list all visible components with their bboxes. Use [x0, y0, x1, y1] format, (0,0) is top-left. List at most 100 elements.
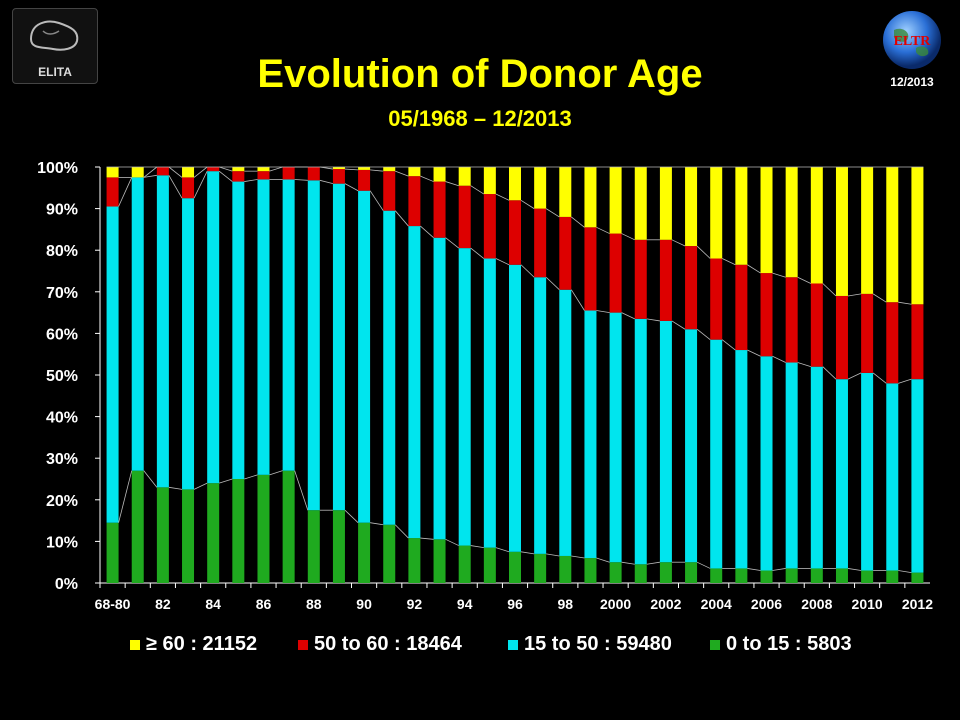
- bar-0to15-81: [131, 470, 144, 583]
- series-connector: [344, 183, 359, 192]
- series-connector: [370, 169, 384, 172]
- bar-ge60-92: [408, 167, 421, 177]
- bar-50to60-96: [509, 200, 521, 265]
- legend-label-50to60: 50 to 60 : 18464: [314, 633, 462, 655]
- y-tick-label: 20%: [46, 493, 78, 510]
- bar-50to60-68-80: [106, 177, 119, 207]
- page-subtitle: 05/1968 – 12/2013: [388, 106, 572, 131]
- bar-15to50-99: [584, 310, 597, 559]
- y-tick-label: 40%: [46, 410, 78, 427]
- bar-15to50-84: [207, 171, 220, 484]
- bar-50to60-98: [559, 216, 572, 290]
- bar-0to15-2000: [609, 562, 622, 583]
- series-connector: [394, 524, 409, 539]
- x-tick-label: 90: [356, 596, 372, 612]
- bar-0to15-89: [332, 510, 345, 583]
- bar-ge60-83: [182, 167, 195, 178]
- legend-item-ge60: ≥ 60 : 21152: [130, 633, 257, 656]
- series-connector: [520, 199, 535, 209]
- x-tick-label: 86: [256, 596, 272, 612]
- series-connector: [571, 555, 585, 559]
- series-connector: [143, 470, 158, 488]
- bar-0to15-93: [433, 539, 446, 583]
- bar-0to15-2007: [785, 568, 798, 583]
- series-connector: [596, 310, 610, 313]
- series-connector: [747, 568, 761, 571]
- x-tick-label: 96: [507, 596, 523, 612]
- series-connector: [872, 293, 887, 303]
- bar-ge60-95: [483, 167, 496, 195]
- series-connector: [772, 355, 786, 363]
- bar-ge60-99: [584, 167, 597, 228]
- bar-15to50-96: [509, 264, 521, 552]
- series-connector: [269, 166, 283, 172]
- bar-ge60-94: [458, 167, 471, 186]
- bar-15to50-2006: [760, 356, 773, 571]
- bar-15to50-2011: [886, 383, 899, 571]
- bar-0to15-82: [156, 487, 169, 583]
- y-tick-label: 80%: [46, 243, 78, 260]
- bar-0to15-91: [383, 524, 396, 583]
- series-connector: [898, 301, 912, 305]
- bar-50to60-2010: [861, 293, 874, 373]
- x-tick-label: 88: [306, 596, 322, 612]
- bar-ge60-96: [509, 167, 521, 201]
- series-connector: [545, 276, 560, 291]
- bar-ge60-2008: [810, 167, 823, 284]
- bar-15to50-94: [458, 248, 471, 546]
- x-tick-label: 92: [407, 596, 423, 612]
- series-connector: [370, 522, 384, 526]
- bar-15to50-81: [131, 177, 144, 471]
- legend-label-15to50: 15 to 50 : 59480: [524, 633, 672, 655]
- x-tick-label: 94: [457, 596, 473, 612]
- legend-swatch-50to60: [298, 639, 308, 650]
- series-connector: [118, 177, 133, 207]
- bar-0to15-2004: [710, 568, 723, 583]
- y-tick-label: 70%: [46, 285, 78, 302]
- bar-0to15-94: [458, 545, 471, 583]
- series-connector: [294, 470, 309, 511]
- bar-15to50-90: [358, 190, 371, 523]
- globe-icon: ELTR: [883, 11, 941, 69]
- bar-15to50-2012: [911, 379, 924, 573]
- y-tick-label: 60%: [46, 326, 78, 343]
- elita-logo: ELITA: [12, 8, 98, 84]
- series-connector: [193, 482, 208, 490]
- bar-0to15-95: [483, 547, 496, 583]
- bar-ge60-89: [332, 167, 345, 170]
- legend-swatch-15to50: [508, 639, 518, 650]
- series-connector: [721, 339, 736, 351]
- series-connector: [520, 264, 535, 278]
- series-connector: [847, 372, 862, 380]
- legend-swatch-ge60: [130, 639, 140, 650]
- bar-15to50-85: [232, 181, 245, 479]
- bar-0to15-68-80: [106, 522, 119, 583]
- series-connector: [596, 557, 610, 563]
- series-connector: [244, 474, 258, 480]
- series-connector: [143, 174, 157, 178]
- bar-15to50-88: [307, 180, 320, 511]
- series-connector: [822, 283, 837, 297]
- legend-item-50to60: 50 to 60 : 18464: [298, 633, 462, 656]
- x-tick-label: 2008: [801, 596, 832, 612]
- bar-15to50-93: [433, 237, 446, 540]
- series-connector: [847, 293, 862, 297]
- bar-0to15-2009: [835, 568, 848, 583]
- page-title: Evolution of Donor Age: [257, 52, 703, 96]
- series-connector: [520, 551, 535, 555]
- series-connector: [193, 166, 208, 178]
- bar-50to60-89: [332, 169, 345, 184]
- bar-ge60-91: [383, 167, 396, 172]
- series-connector: [898, 378, 912, 384]
- x-tick-label: 82: [155, 596, 171, 612]
- bar-50to60-99: [584, 227, 597, 311]
- bar-0to15-86: [257, 474, 270, 583]
- series-connector: [621, 233, 635, 241]
- legend-swatch-0to15: [710, 639, 720, 650]
- series-connector: [747, 264, 761, 274]
- bar-0to15-2001: [634, 564, 647, 583]
- series-connector: [772, 568, 786, 571]
- legend-label-ge60: ≥ 60 : 21152: [146, 633, 258, 655]
- bar-15to50-2010: [861, 372, 874, 571]
